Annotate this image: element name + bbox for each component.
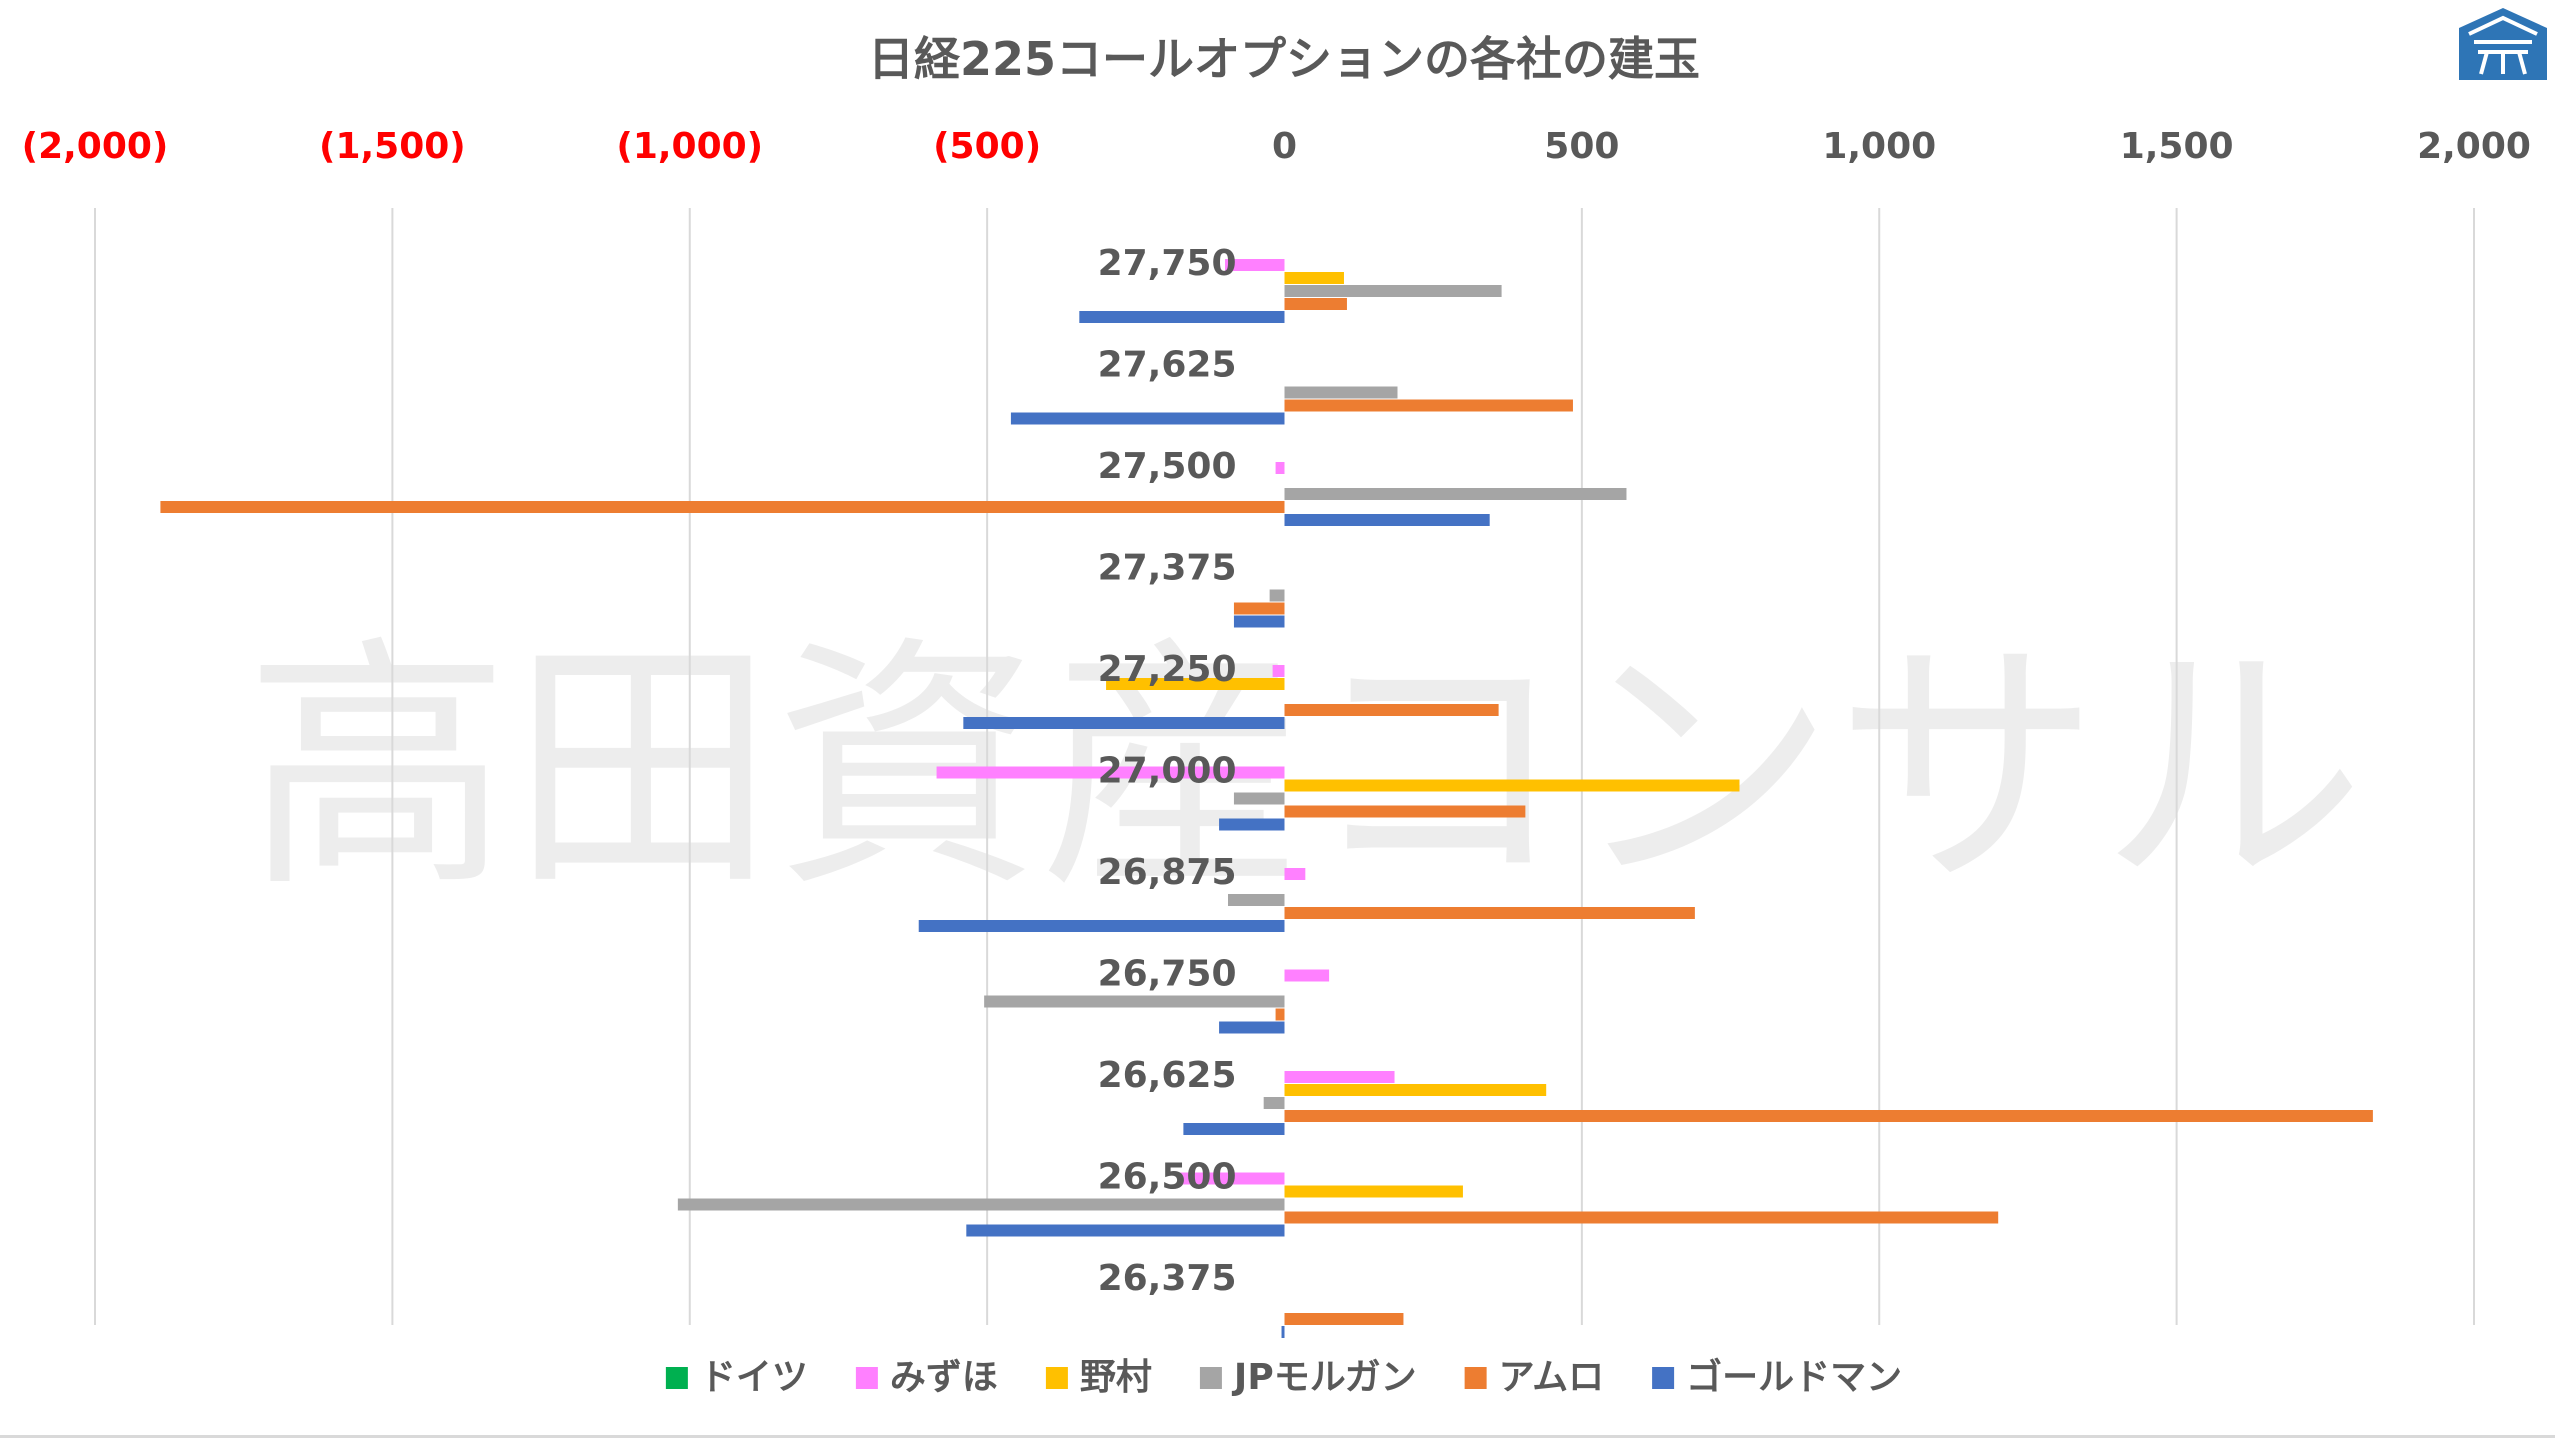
bar: [1275, 1008, 1285, 1021]
x-tick-label: 0: [1272, 126, 1297, 167]
legend-label: ドイツ: [700, 1357, 808, 1398]
x-tick-label: (1,500): [319, 126, 466, 167]
bar: [1227, 894, 1285, 906]
bar: [1284, 298, 1347, 310]
legend-swatch: [1045, 1367, 1068, 1389]
bar: [1284, 1084, 1547, 1096]
bar: [1219, 818, 1285, 831]
legend-label: JPモルガン: [1231, 1357, 1417, 1398]
logo: [2459, 8, 2547, 80]
legend-swatch: [1652, 1367, 1675, 1389]
bar: [1284, 1211, 1999, 1224]
bar: [1281, 1326, 1285, 1338]
category-label: 27,250: [1098, 649, 1237, 690]
x-tick-label: 500: [1544, 126, 1619, 167]
bar: [984, 995, 1285, 1008]
bar: [1263, 1097, 1285, 1109]
bar: [1284, 805, 1526, 818]
bar: [936, 766, 1285, 779]
category-label: 27,750: [1098, 243, 1237, 284]
bar: [1272, 665, 1285, 677]
x-tick-label: 1,500: [2120, 126, 2234, 167]
bar: [1284, 907, 1695, 919]
gridlines: [94, 208, 2475, 1325]
bar: [1225, 259, 1285, 271]
category-label: 27,625: [1098, 345, 1237, 386]
bar: [1183, 1123, 1285, 1135]
category-label: 26,875: [1098, 852, 1237, 893]
bar: [1284, 386, 1398, 399]
legend-label: アムロ: [1499, 1357, 1604, 1398]
x-tick-label: 2,000: [2417, 126, 2531, 167]
bar: [1079, 311, 1285, 323]
bar: [963, 717, 1285, 729]
legend-swatch: [855, 1367, 878, 1389]
bar: [1233, 792, 1285, 805]
bar: [1284, 1110, 2373, 1122]
bar: [1284, 1185, 1463, 1198]
bar: [1269, 589, 1285, 602]
category-label: 26,375: [1098, 1258, 1237, 1299]
legend-swatch: [1199, 1367, 1222, 1389]
logo-roof-mark: [2468, 15, 2538, 36]
x-tick-labels: (2,000) (1,500) (1,000) (500) 0 500 1,000 1,500…: [22, 126, 2531, 167]
category-label: 27,375: [1098, 548, 1237, 589]
bar: [1010, 412, 1285, 425]
bar: [1284, 1313, 1404, 1325]
x-tick-label: 1,000: [1822, 126, 1936, 167]
bar: [1284, 969, 1330, 982]
bar: [160, 501, 1285, 513]
bar: [1233, 602, 1285, 615]
bar: [677, 1198, 1285, 1211]
bar: [1106, 678, 1285, 690]
bars: [160, 259, 2373, 1338]
x-tick-label: (1,000): [616, 126, 763, 167]
bottom-rule: [0, 1435, 2555, 1438]
x-tick-label: (500): [933, 126, 1041, 167]
bar: [1284, 514, 1490, 526]
category-label: 26,625: [1098, 1055, 1237, 1096]
legend-swatch: [665, 1367, 688, 1389]
bar: [1284, 399, 1573, 412]
bar: [1275, 462, 1285, 474]
category-label: 26,500: [1098, 1157, 1237, 1198]
category-labels: 27,750 27,625 27,500 27,375 27,250 27,000 26,8…: [1098, 243, 1237, 1299]
logo-leg-mark: [2517, 51, 2527, 75]
chart-title: 日経225コールオプションの各社の建玉: [868, 32, 1700, 86]
legend-label: ゴールドマン: [1686, 1356, 1902, 1398]
bar: [1284, 285, 1502, 297]
bar: [918, 920, 1285, 932]
logo-leg-mark: [2479, 51, 2489, 75]
bar: [1284, 272, 1344, 284]
bar: [1219, 1021, 1285, 1034]
category-label: 27,500: [1098, 446, 1237, 487]
bar: [1284, 868, 1306, 880]
legend-label: みずほ: [890, 1357, 998, 1398]
bar: [1284, 1071, 1395, 1083]
legend: ドイツ みずほ 野村 JPモルガン アムロ ゴールドマン: [665, 1356, 1902, 1398]
bar: [1284, 779, 1740, 792]
category-label: 27,000: [1098, 751, 1237, 792]
bar: [1284, 704, 1499, 716]
x-tick-label: (2,000): [22, 126, 169, 167]
bar: [1233, 615, 1285, 628]
category-label: 26,750: [1098, 954, 1237, 995]
bar: [966, 1224, 1285, 1237]
legend-swatch: [1464, 1367, 1487, 1389]
bar: [1177, 1172, 1285, 1185]
legend-label: 野村: [1080, 1357, 1152, 1398]
bar: [1284, 488, 1627, 500]
